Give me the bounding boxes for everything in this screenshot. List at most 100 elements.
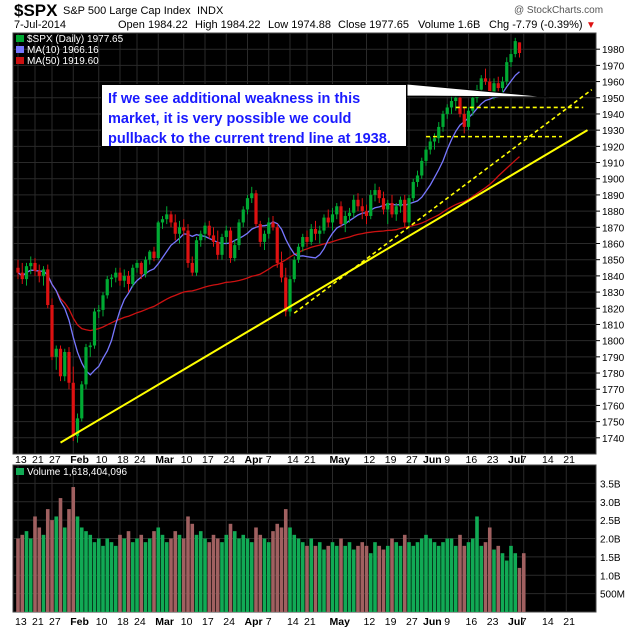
volume-bar <box>317 542 322 612</box>
x-tick-label: 27 <box>406 454 418 466</box>
candle <box>224 225 228 244</box>
candle <box>330 207 335 231</box>
candle-body <box>284 277 288 312</box>
candle-body <box>237 222 241 246</box>
candle <box>513 37 517 58</box>
candle-body <box>105 279 109 296</box>
volume-bar <box>279 527 284 612</box>
candle <box>381 191 386 215</box>
volume-bars <box>16 487 526 612</box>
candle-body <box>190 262 194 273</box>
volume-bar <box>351 549 356 612</box>
legend-label: $SPX (Daily) 1977.65 <box>27 34 124 45</box>
candle <box>275 224 279 268</box>
candle-body <box>432 138 437 142</box>
price-tick-label: 1780 <box>602 369 625 380</box>
x-tick-label: 12 <box>364 616 376 628</box>
volume-bar <box>92 542 97 612</box>
candle-body <box>279 262 284 278</box>
candle <box>407 194 411 228</box>
candle-body <box>352 199 356 213</box>
volume-bar <box>419 538 424 612</box>
x-tick-label: 17 <box>202 616 214 628</box>
x-tick-label: Mar <box>155 616 174 628</box>
volume-bar <box>258 534 263 612</box>
down-arrow-icon: ▼ <box>586 20 596 31</box>
candle-body <box>101 295 105 310</box>
volume-bar <box>479 545 484 612</box>
x-tick-label: 24 <box>223 454 235 466</box>
candle <box>394 203 398 221</box>
x-tick-label: 24 <box>134 454 146 466</box>
candle <box>415 170 420 187</box>
price-tick-label: 1960 <box>602 78 625 89</box>
volume-bar <box>169 538 173 612</box>
candle <box>347 207 352 223</box>
volume-bar <box>41 534 46 612</box>
x-tick-label: 21 <box>32 616 44 628</box>
candle <box>139 261 143 280</box>
candle-body <box>224 230 228 238</box>
x-tick-label: 10 <box>96 616 108 628</box>
volume-bar <box>402 534 407 612</box>
volume-bar <box>224 534 229 612</box>
candle <box>88 342 92 357</box>
volume-bar <box>356 545 360 612</box>
volume-bar <box>37 527 42 612</box>
volume-bar <box>54 516 59 612</box>
candle-body <box>479 78 483 90</box>
x-tick-label: 19 <box>385 454 397 466</box>
candle-body <box>203 225 207 234</box>
x-tick-label: 27 <box>406 616 418 628</box>
x-tick-label: Feb <box>70 616 89 628</box>
volume-bar <box>232 531 237 612</box>
candle <box>24 262 29 286</box>
candle <box>237 219 241 250</box>
candle <box>220 233 224 260</box>
ma50-line <box>17 156 520 332</box>
volume-x-axis: 13 21 27 Feb 10 18 24 Mar 10 17 24 Apr 7 14 21 May 12 19 2… <box>15 616 575 628</box>
candle <box>441 110 445 132</box>
candle-body <box>296 246 301 260</box>
candle <box>505 57 509 85</box>
volume-bar <box>190 523 195 612</box>
candle <box>258 220 262 247</box>
candle-body <box>29 262 33 267</box>
volume-bar <box>487 527 492 612</box>
price-tick-label: 1740 <box>602 434 625 445</box>
volume-bar <box>271 531 275 612</box>
volume-tick-label: 1.5B <box>600 553 621 564</box>
volume-label: Volume 1.6B <box>418 19 481 31</box>
volume-bar <box>305 545 309 612</box>
candle-body <box>199 233 203 241</box>
candle <box>92 308 97 349</box>
volume-bar <box>241 534 246 612</box>
candle <box>84 343 88 390</box>
candle <box>322 214 326 234</box>
candle <box>288 275 292 317</box>
candle-body <box>449 101 454 108</box>
candle <box>131 264 135 288</box>
candle-body <box>216 241 220 255</box>
volume-bar <box>296 538 301 612</box>
candle <box>437 122 441 144</box>
volume-bar <box>360 542 365 612</box>
candle <box>254 190 258 228</box>
candle <box>428 136 432 155</box>
volume-tick-label: 2.0B <box>600 535 621 546</box>
x-tick-label: 21 <box>304 454 316 466</box>
candle <box>194 237 199 276</box>
candle <box>364 204 369 225</box>
price-tick-label: 1790 <box>602 353 625 364</box>
candle <box>420 157 424 179</box>
index-name: S&P 500 Large Cap Index <box>63 5 191 17</box>
x-tick-label: 14 <box>542 454 554 466</box>
volume-bar <box>96 538 101 612</box>
candle <box>165 206 169 225</box>
volume-bar <box>394 542 399 612</box>
candle <box>173 214 177 241</box>
price-tick-label: 1820 <box>602 304 625 315</box>
volume-tick-label: 3.0B <box>600 498 621 509</box>
candle-body <box>109 277 114 280</box>
candle <box>75 413 80 443</box>
